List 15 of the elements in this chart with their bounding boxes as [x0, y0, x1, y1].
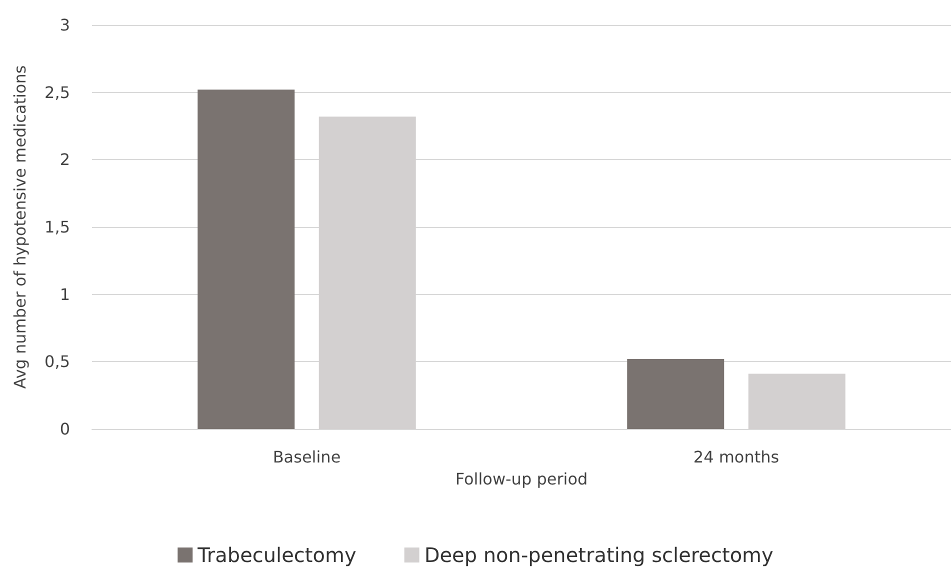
bar	[627, 358, 724, 429]
legend-label: Deep non-penetrating sclerectomy	[424, 543, 774, 567]
x-tick-label: 24 months	[693, 448, 780, 466]
y-axis-title: Avg number of hypotensive medications	[10, 65, 30, 389]
y-tick-label: 1,5	[44, 218, 70, 236]
x-tick-label: Baseline	[272, 448, 341, 466]
y-tick-label: 0,5	[44, 352, 70, 372]
x-axis-title: Follow-up period	[455, 470, 588, 488]
y-tick-label: 0	[60, 420, 70, 438]
legend-label: Trabeculectomy	[196, 543, 356, 567]
y-tick-label: 1	[60, 284, 70, 304]
y-tick-label: 3	[60, 16, 70, 34]
y-tick-label: 2,5	[44, 82, 70, 102]
bar	[198, 90, 295, 429]
y-tick-label: 2	[60, 150, 70, 170]
